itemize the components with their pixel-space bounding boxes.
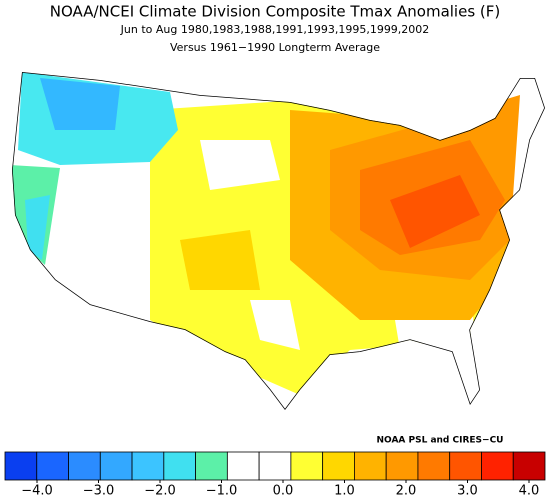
colorbar-cell (290, 451, 324, 481)
colorbar-cell (449, 451, 482, 481)
colorbar-tick-label: 2.0 (396, 484, 417, 499)
colorbar-cell (481, 451, 514, 481)
colorbar-cell (226, 451, 260, 481)
colorbar-tick-label: −1.0 (206, 484, 238, 499)
title: NOAA/NCEI Climate Division Composite Tma… (50, 3, 500, 21)
colorbar-cell (322, 451, 355, 481)
colorbar-tick-label: 1.0 (334, 484, 355, 499)
colorbar-cell (354, 451, 387, 481)
colorbar-cell (258, 451, 292, 481)
colorbar-tick-label: 4.0 (519, 484, 540, 499)
colorbar-cell (36, 451, 69, 481)
colorbar-cell (385, 451, 419, 481)
colorbar: −4.0 −3.0 −2.0 −1.0 0.0 1.0 2.0 3.0 4.0 (4, 451, 546, 499)
colorbar-tick-label: −4.0 (21, 484, 53, 499)
colorbar-tick-label: 0.0 (273, 484, 294, 499)
colorbar-tick-label: 3.0 (457, 484, 478, 499)
colorbar-cell (417, 451, 451, 481)
colorbar-cell (131, 451, 165, 481)
colorbar-tick-label: −3.0 (83, 484, 115, 499)
colorbar-cell (195, 451, 228, 481)
colorbar-tick-label: −2.0 (144, 484, 176, 499)
colorbar-cell (163, 451, 196, 481)
credit: NOAA PSL and CIRES−CU (377, 436, 504, 446)
subtitle: Jun to Aug 1980,1983,1988,1991,1993,1995… (120, 23, 430, 36)
colorbar-cell (4, 451, 38, 481)
colorbar-cell (512, 451, 546, 481)
map (12, 72, 545, 410)
note: Versus 1961−1990 Longterm Average (170, 41, 380, 54)
colorbar-cell (99, 451, 133, 481)
colorbar-cell (68, 451, 101, 481)
